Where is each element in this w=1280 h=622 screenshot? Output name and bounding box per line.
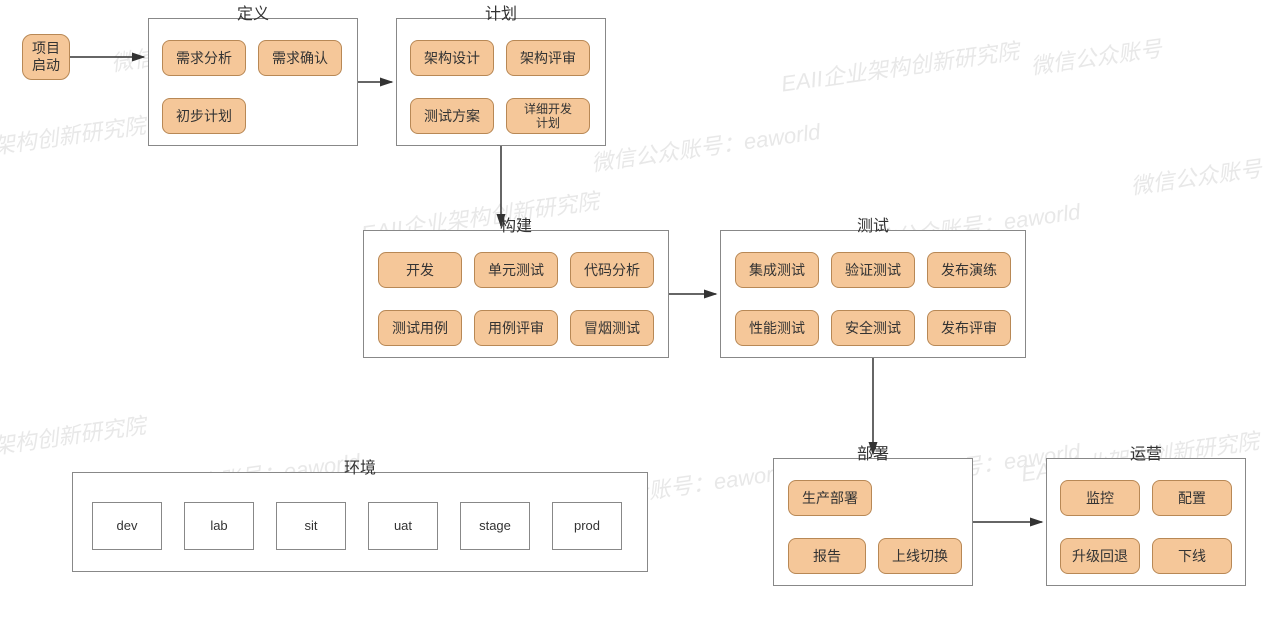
group-define-title: 定义 [148, 0, 358, 24]
plan-item: 架构设计 [410, 40, 494, 76]
build-item: 冒烟测试 [570, 310, 654, 346]
env-item: sit [276, 502, 346, 550]
define-item: 需求确认 [258, 40, 342, 76]
env-item: prod [552, 502, 622, 550]
build-item: 单元测试 [474, 252, 558, 288]
ops-item: 监控 [1060, 480, 1140, 516]
test-item: 性能测试 [735, 310, 819, 346]
ops-item: 升级回退 [1060, 538, 1140, 574]
test-item: 安全测试 [831, 310, 915, 346]
watermark: 微信公众账号：eaworld [589, 114, 822, 178]
deploy-item: 生产部署 [788, 480, 872, 516]
build-item: 开发 [378, 252, 462, 288]
define-item: 需求分析 [162, 40, 246, 76]
group-ops-title: 运营 [1046, 440, 1246, 464]
define-item: 初步计划 [162, 98, 246, 134]
group-deploy-title: 部署 [773, 440, 973, 464]
env-item: uat [368, 502, 438, 550]
build-item: 代码分析 [570, 252, 654, 288]
env-item: dev [92, 502, 162, 550]
plan-item: 架构评审 [506, 40, 590, 76]
plan-item: 详细开发 计划 [506, 98, 590, 134]
plan-item: 测试方案 [410, 98, 494, 134]
watermark: 微信公众账号 [1028, 31, 1163, 81]
build-item: 用例评审 [474, 310, 558, 346]
ops-item: 下线 [1152, 538, 1232, 574]
env-item: stage [460, 502, 530, 550]
watermark: EAII企业架构创新研究院 [779, 33, 1021, 98]
test-item: 发布评审 [927, 310, 1011, 346]
test-item: 集成测试 [735, 252, 819, 288]
env-item: lab [184, 502, 254, 550]
watermark: 业架构创新研究院 [0, 108, 147, 164]
start-node: 项目 启动 [22, 34, 70, 80]
test-item: 发布演练 [927, 252, 1011, 288]
build-item: 测试用例 [378, 310, 462, 346]
group-build-title: 构建 [363, 212, 669, 236]
group-plan-title: 计划 [396, 0, 606, 24]
deploy-item: 报告 [788, 538, 866, 574]
deploy-item: 上线切换 [878, 538, 962, 574]
group-test-title: 测试 [720, 212, 1026, 236]
ops-item: 配置 [1152, 480, 1232, 516]
watermark: 微信公众账号 [1128, 151, 1263, 201]
group-env-title: 环境 [72, 454, 648, 478]
test-item: 验证测试 [831, 252, 915, 288]
